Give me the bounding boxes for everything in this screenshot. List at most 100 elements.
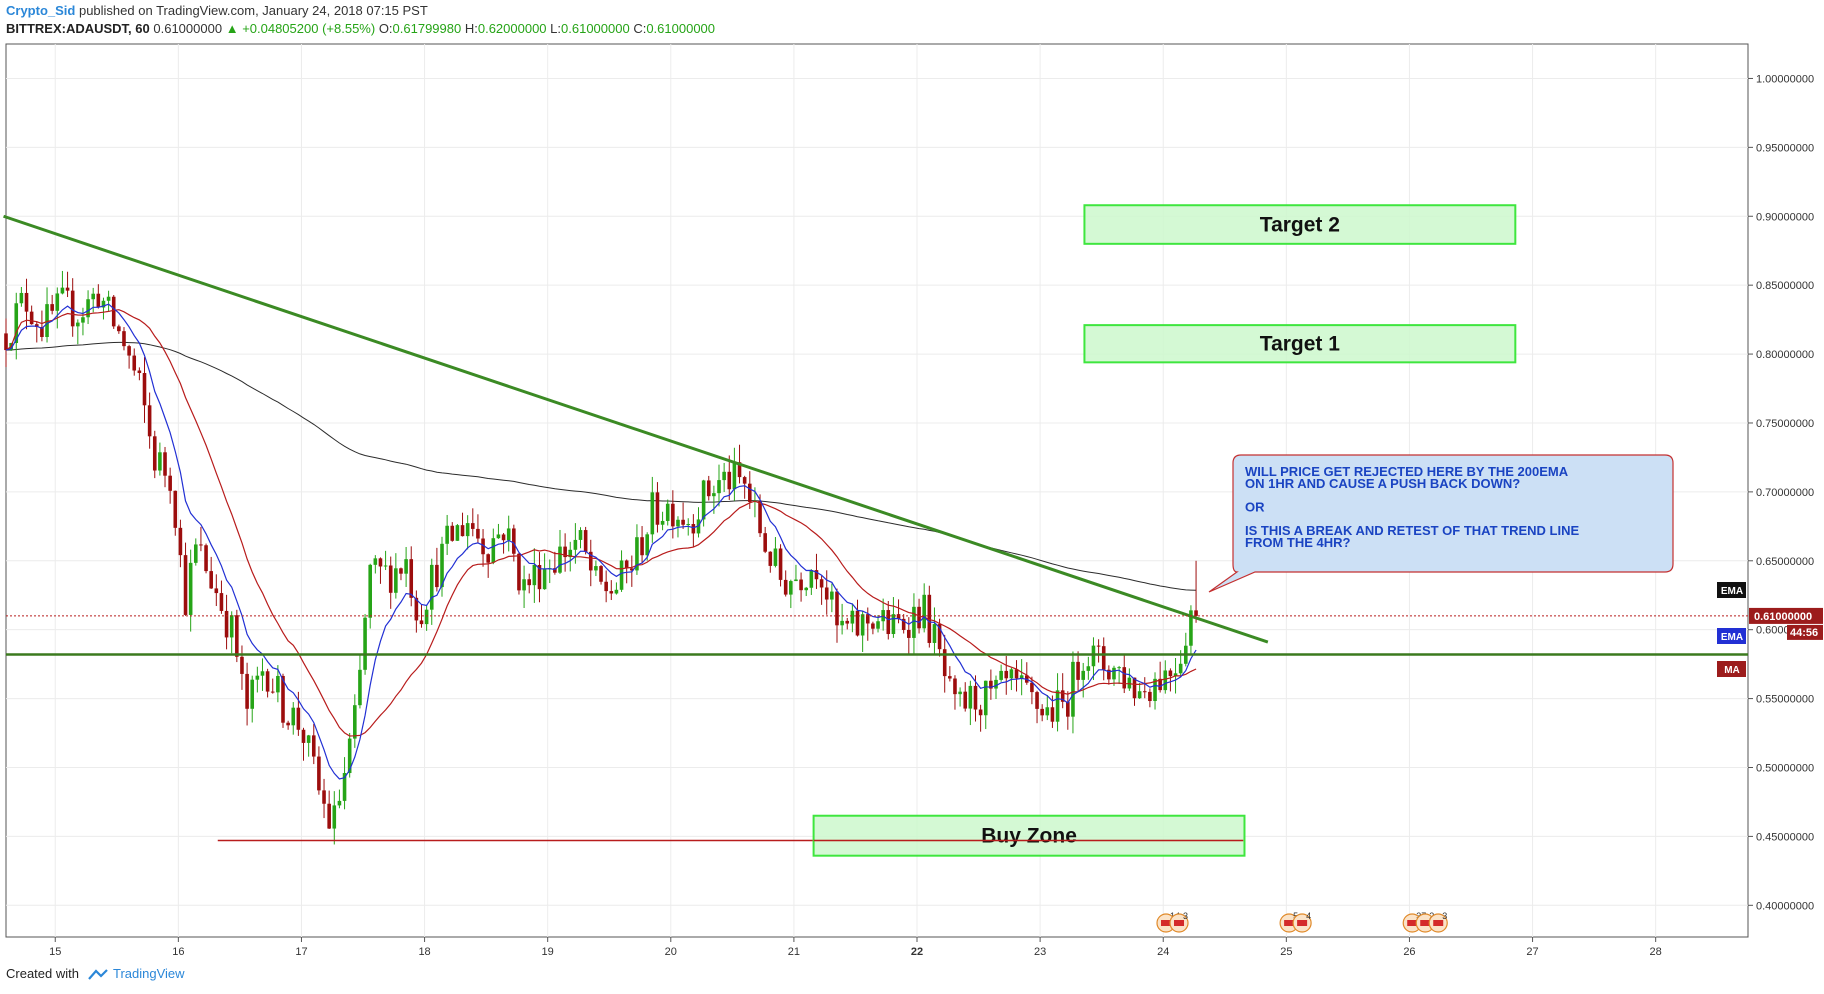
- candle[interactable]: [932, 607, 937, 655]
- candle[interactable]: [635, 524, 639, 575]
- candle[interactable]: [240, 645, 244, 690]
- candle[interactable]: [553, 551, 557, 575]
- candle[interactable]: [912, 593, 916, 655]
- candle[interactable]: [778, 544, 783, 587]
- candle[interactable]: [486, 553, 490, 578]
- economic-event-icon[interactable]: 143: [1156, 911, 1189, 933]
- candle[interactable]: [101, 297, 106, 320]
- candle[interactable]: [706, 475, 711, 501]
- candle[interactable]: [1168, 668, 1173, 692]
- candle[interactable]: [470, 508, 475, 537]
- candle[interactable]: [1055, 673, 1060, 732]
- candle[interactable]: [640, 526, 644, 564]
- candle[interactable]: [337, 789, 342, 809]
- candle[interactable]: [614, 582, 619, 595]
- candle[interactable]: [152, 430, 157, 479]
- candle[interactable]: [717, 464, 721, 507]
- candle[interactable]: [378, 557, 383, 584]
- candle[interactable]: [158, 442, 162, 476]
- candle[interactable]: [394, 553, 398, 599]
- candle[interactable]: [414, 590, 419, 633]
- candle[interactable]: [768, 551, 773, 573]
- candle[interactable]: [1117, 665, 1121, 685]
- candle[interactable]: [1060, 673, 1065, 709]
- candle[interactable]: [563, 533, 567, 572]
- candle[interactable]: [789, 579, 793, 609]
- candle[interactable]: [204, 543, 208, 574]
- candle[interactable]: [994, 675, 998, 700]
- candle[interactable]: [927, 585, 932, 648]
- candle[interactable]: [117, 324, 121, 334]
- candle[interactable]: [70, 278, 75, 337]
- candle[interactable]: [722, 462, 726, 492]
- candle[interactable]: [953, 675, 957, 710]
- author-link[interactable]: Crypto_Sid: [6, 3, 76, 18]
- candle[interactable]: [60, 270, 65, 295]
- candle[interactable]: [845, 617, 850, 630]
- symbol-label[interactable]: BITTREX:ADAUSDT, 60: [6, 21, 150, 36]
- candle[interactable]: [183, 542, 188, 616]
- candle[interactable]: [989, 669, 993, 700]
- tradingview-brand[interactable]: TradingView: [87, 966, 185, 981]
- trend-line[interactable]: [3, 214, 1269, 644]
- candle[interactable]: [1076, 651, 1080, 692]
- candle[interactable]: [255, 666, 260, 693]
- candle[interactable]: [45, 287, 49, 343]
- candle[interactable]: [29, 305, 34, 325]
- candle[interactable]: [599, 565, 603, 585]
- candle[interactable]: [24, 278, 29, 330]
- candle[interactable]: [819, 575, 824, 605]
- candle[interactable]: [265, 668, 270, 698]
- candle[interactable]: [19, 286, 24, 307]
- candle[interactable]: [1158, 661, 1162, 693]
- candle[interactable]: [660, 511, 665, 531]
- candle[interactable]: [978, 704, 983, 732]
- candle[interactable]: [814, 553, 819, 589]
- candle[interactable]: [327, 790, 331, 830]
- candle[interactable]: [224, 594, 229, 650]
- candle[interactable]: [450, 522, 455, 542]
- candle[interactable]: [907, 617, 911, 655]
- candle[interactable]: [1137, 682, 1142, 699]
- candle[interactable]: [527, 573, 532, 594]
- candle[interactable]: [568, 541, 573, 572]
- economic-event-icon[interactable]: 3723: [1402, 911, 1448, 933]
- candle[interactable]: [1194, 560, 1198, 623]
- candle[interactable]: [50, 294, 54, 315]
- candle[interactable]: [619, 550, 624, 592]
- candle[interactable]: [173, 490, 178, 536]
- candle[interactable]: [799, 572, 803, 602]
- candle[interactable]: [404, 546, 408, 587]
- candle[interactable]: [942, 634, 947, 693]
- candle[interactable]: [794, 564, 798, 582]
- candle[interactable]: [1127, 668, 1132, 691]
- candle[interactable]: [922, 583, 926, 633]
- candle[interactable]: [306, 734, 311, 757]
- candle[interactable]: [270, 678, 275, 694]
- candle[interactable]: [311, 723, 316, 765]
- candle[interactable]: [860, 611, 865, 653]
- candle[interactable]: [1142, 677, 1147, 699]
- candle[interactable]: [281, 673, 285, 728]
- callout-note[interactable]: WILL PRICE GET REJECTED HERE BY THE 200E…: [1208, 454, 1674, 593]
- candle[interactable]: [583, 526, 588, 555]
- candle[interactable]: [1189, 605, 1193, 655]
- candle[interactable]: [973, 675, 978, 722]
- candle[interactable]: [188, 549, 193, 632]
- candle[interactable]: [604, 570, 608, 603]
- candle[interactable]: [701, 479, 706, 527]
- candle[interactable]: [671, 490, 675, 539]
- candle[interactable]: [1153, 672, 1157, 710]
- candle[interactable]: [727, 455, 732, 500]
- candle[interactable]: [650, 476, 655, 543]
- candle[interactable]: [804, 586, 809, 597]
- candle[interactable]: [763, 526, 767, 554]
- target-2-zone[interactable]: Target 2: [1083, 204, 1517, 245]
- candle[interactable]: [901, 614, 906, 634]
- target-1-zone[interactable]: Target 1: [1083, 324, 1517, 364]
- candle[interactable]: [4, 318, 8, 368]
- candle[interactable]: [655, 482, 660, 533]
- candle[interactable]: [342, 757, 347, 810]
- candle[interactable]: [537, 552, 542, 603]
- candle[interactable]: [594, 560, 598, 577]
